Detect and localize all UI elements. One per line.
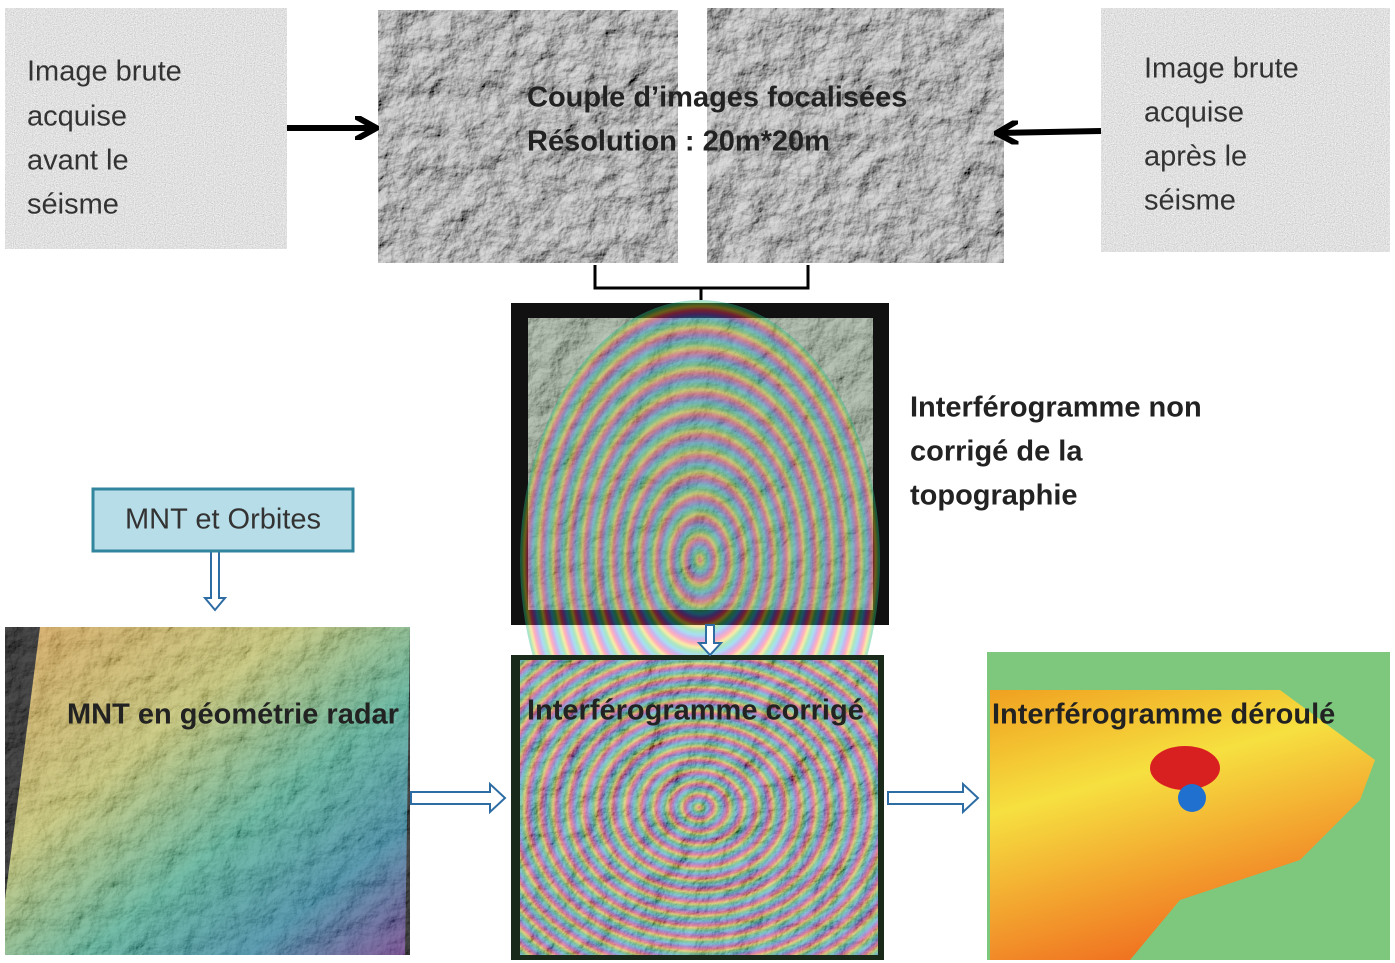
label: Couple d’images focalisées — [527, 82, 907, 114]
raw-image-before — [5, 8, 287, 249]
uplift-lobe — [1150, 746, 1220, 790]
label: séisme — [27, 189, 119, 221]
label: topographie — [910, 480, 1078, 512]
label: après le — [1144, 141, 1247, 173]
label: Résolution : 20m*20m — [527, 126, 830, 158]
label: acquise — [27, 101, 127, 133]
focused-image — [378, 10, 678, 263]
subsidence-lobe — [1178, 784, 1206, 812]
hollow-arrow — [696, 624, 724, 657]
hollow-arrow — [202, 550, 228, 612]
arrow — [999, 131, 1102, 133]
hollow-arrow — [410, 781, 507, 815]
label: séisme — [1144, 185, 1236, 217]
label: Image brute — [1144, 53, 1299, 85]
dem-relief — [5, 627, 410, 955]
fringes — [520, 660, 878, 955]
label: MNT en géométrie radar — [67, 699, 399, 731]
label: Interférogramme corrigé — [527, 695, 864, 727]
dem-source-box — [91, 487, 355, 553]
hollow-arrow — [887, 781, 980, 815]
box-label: MNT et Orbites — [125, 504, 321, 536]
raw-image-after — [1101, 8, 1390, 252]
label: Interférogramme non — [910, 392, 1202, 424]
label: Image brute — [27, 56, 182, 88]
unwrapped-image — [990, 690, 1375, 960]
bracket — [593, 265, 810, 300]
label: acquise — [1144, 97, 1244, 129]
label: corrigé de la — [910, 436, 1083, 468]
focused-image — [707, 8, 1004, 263]
label: Interférogramme déroulé — [992, 699, 1335, 731]
label: avant le — [27, 145, 129, 177]
